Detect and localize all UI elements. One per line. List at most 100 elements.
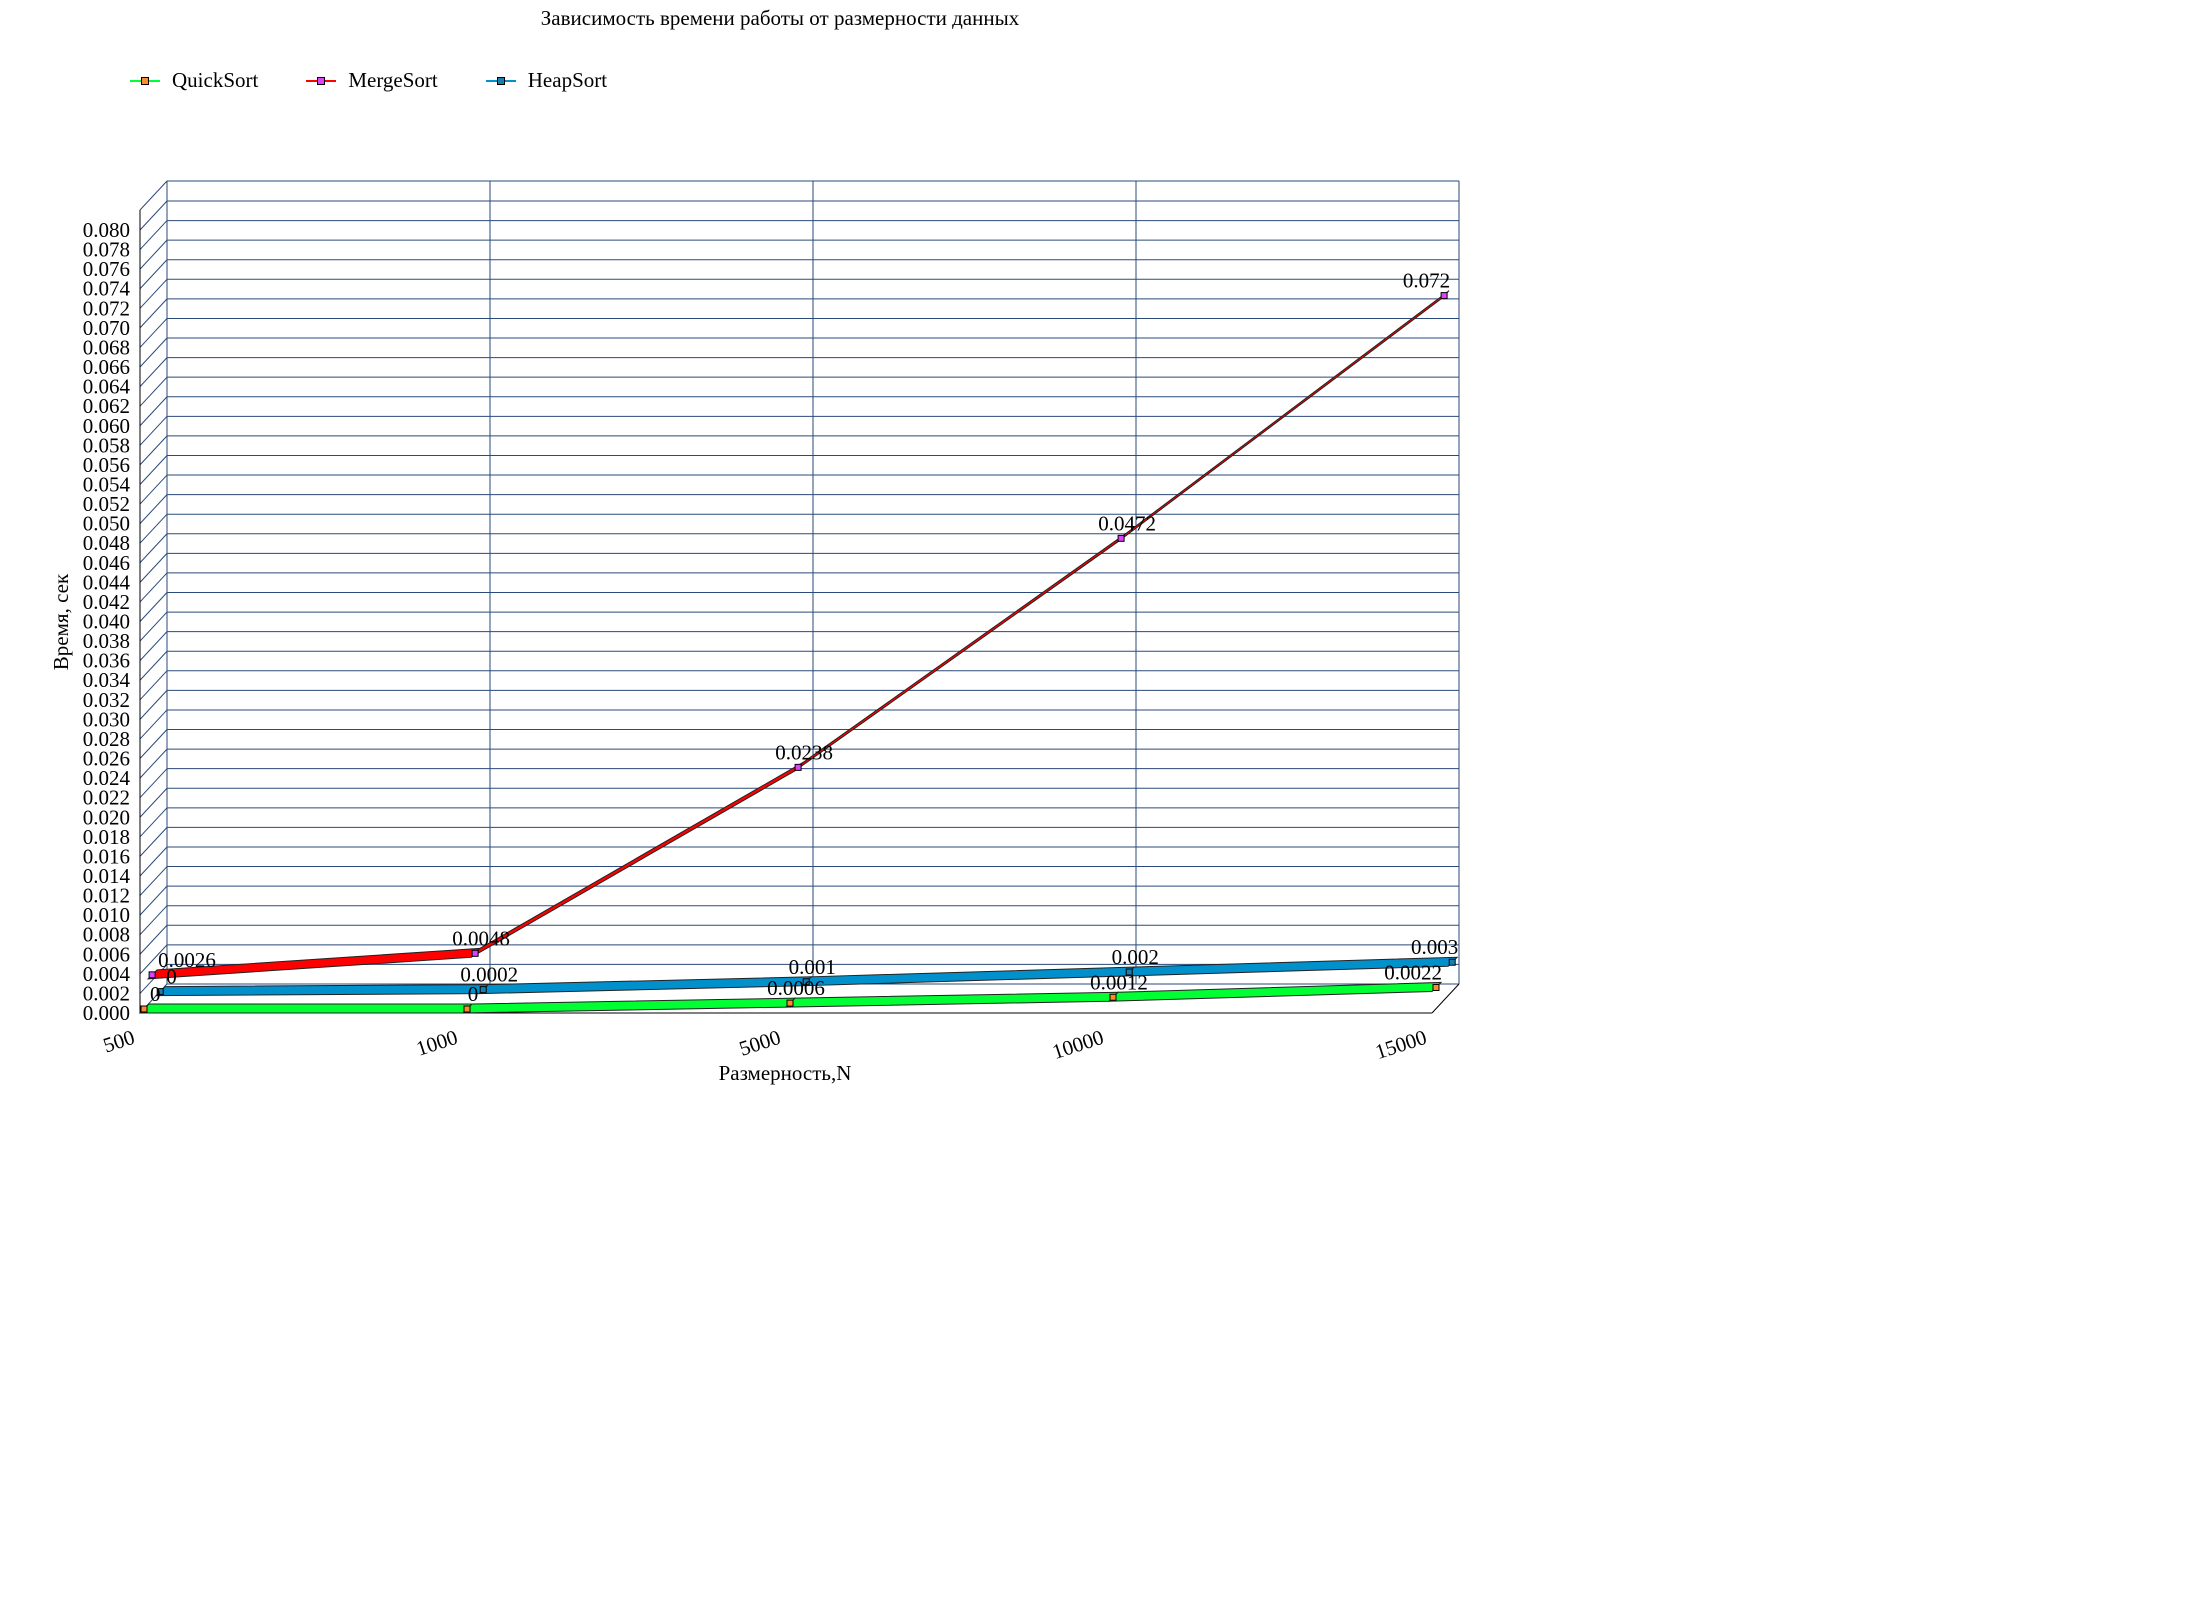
y-tick-label: 0.038: [83, 629, 130, 653]
data-label: 0.003: [1411, 935, 1458, 959]
data-point[interactable]: [794, 763, 802, 771]
y-tick-label: 0.004: [83, 962, 131, 986]
x-tick-label: 1000: [413, 1025, 460, 1061]
y-tick-label: 0.048: [83, 531, 130, 555]
grid-line-side: [139, 200, 168, 231]
data-point[interactable]: [1117, 534, 1125, 542]
x-tick-label: 5000: [736, 1025, 783, 1061]
legend-item-mergesort[interactable]: MergeSort: [306, 68, 438, 93]
series-mergesort: [146, 290, 1450, 980]
floor-right-edge: [1431, 983, 1460, 1014]
data-point[interactable]: [1109, 993, 1117, 1001]
y-tick-label: 0.066: [83, 355, 130, 379]
data-point[interactable]: [148, 971, 156, 979]
grid-line-side: [139, 709, 168, 740]
grid-line-side: [139, 670, 168, 701]
grid-line-side: [139, 924, 168, 955]
grid-line-side: [139, 807, 168, 838]
y-tick-label: 0.052: [83, 492, 130, 516]
grid-line-side: [139, 220, 168, 250]
series-segment: [470, 761, 804, 958]
legend-item-heapsort[interactable]: HeapSort: [485, 68, 608, 93]
grid-line-side: [139, 278, 168, 309]
y-tick-label: 0.076: [83, 257, 130, 281]
y-tick-label: 0.046: [83, 551, 130, 575]
grid-line-side: [139, 298, 168, 329]
y-tick-label: 0.000: [83, 1001, 130, 1025]
data-point[interactable]: [1125, 968, 1133, 976]
data-label: 0.0048: [452, 926, 510, 950]
data-label: 0.072: [1403, 269, 1450, 293]
y-tick-label: 0.006: [83, 942, 130, 966]
grid-line-side: [139, 318, 168, 348]
data-point[interactable]: [463, 1005, 471, 1013]
grid-line-side: [139, 494, 168, 524]
y-tick-label: 0.042: [83, 590, 130, 614]
y-tick-label: 0.014: [83, 864, 131, 888]
y-tick-label: 0.008: [83, 923, 130, 947]
legend-swatch-mergesort: [306, 74, 337, 88]
y-tick-label: 0.054: [83, 472, 131, 496]
data-point[interactable]: [471, 949, 479, 957]
data-point[interactable]: [156, 988, 164, 996]
series-segment: [138, 1003, 474, 1014]
grid-line-side: [139, 690, 168, 720]
data-label: 0.0012: [1090, 970, 1148, 994]
legend-item-quicksort[interactable]: QuickSort: [130, 68, 258, 93]
data-label: 0.0238: [775, 740, 833, 764]
grid-line-side: [139, 337, 168, 368]
legend-label-quicksort: QuickSort: [172, 68, 259, 92]
chart-title: Зависимость времени работы от размерност…: [540, 6, 1020, 30]
data-point[interactable]: [1440, 292, 1448, 300]
data-label: 0.0022: [1384, 960, 1442, 984]
grid-line-side: [139, 513, 168, 544]
x-tick-label: 10000: [1049, 1025, 1106, 1064]
series-segment: [477, 976, 813, 995]
series-segment: [1107, 981, 1443, 1002]
data-point[interactable]: [140, 1005, 148, 1013]
data-point[interactable]: [479, 986, 487, 994]
y-tick-label: 0.022: [83, 786, 130, 810]
y-tick-label: 0.028: [83, 727, 130, 751]
y-tick-label: 0.024: [83, 766, 131, 790]
data-point[interactable]: [786, 999, 794, 1007]
legend-swatch-quicksort: [130, 74, 160, 88]
data-label: 0.001: [789, 955, 836, 979]
grid-line-side: [139, 748, 168, 779]
y-tick-label: 0.030: [83, 707, 130, 731]
grid-line-side: [139, 846, 168, 877]
y-tick-label: 0.044: [83, 570, 131, 594]
y-tick-label: 0.072: [83, 296, 130, 320]
data-label: 0.0472: [1098, 511, 1156, 535]
y-tick-label: 0.056: [83, 453, 130, 477]
data-point[interactable]: [802, 978, 810, 986]
series-segment: [800, 966, 1136, 987]
y-tick-label: 0.002: [83, 981, 130, 1005]
grid-line-side: [139, 415, 168, 446]
grid-line-side: [139, 650, 168, 681]
legend-label-mergesort: MergeSort: [348, 68, 438, 92]
x-tick-label: 15000: [1372, 1025, 1429, 1064]
y-tick-label: 0.034: [83, 668, 131, 692]
data-label: 0: [166, 965, 177, 989]
data-point[interactable]: [1432, 983, 1440, 991]
legend-label-heapsort: HeapSort: [527, 68, 608, 92]
data-point[interactable]: [1448, 958, 1456, 966]
y-tick-label: 0.064: [83, 375, 131, 399]
data-label: 0.0006: [767, 976, 825, 1000]
grid-line-side: [139, 553, 168, 583]
grid-line-side: [139, 631, 168, 661]
y-tick-label: 0.032: [83, 688, 130, 712]
series-quicksort: [138, 981, 1443, 1014]
grid-line-side: [139, 455, 168, 485]
grid-line-side: [139, 905, 168, 936]
grid-line-side: [139, 239, 168, 270]
y-tick-label: 0.058: [83, 433, 130, 457]
grid-line-side: [139, 259, 168, 290]
y-tick-label: 0.080: [83, 218, 130, 242]
grid-line-side: [139, 533, 168, 564]
y-tick-label: 0.010: [83, 903, 130, 927]
legend-swatch-heapsort: [485, 74, 516, 88]
